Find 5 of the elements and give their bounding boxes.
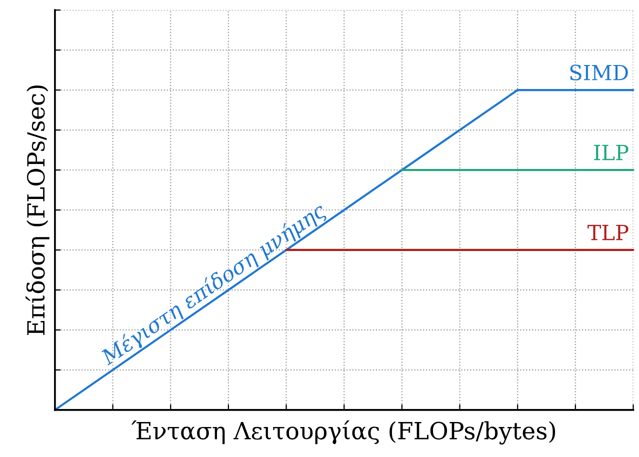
series-label: ILP	[594, 144, 628, 160]
y-axis-title: Επίδοση (FLOPs/sec)	[26, 86, 50, 336]
series-label: TLP	[588, 224, 628, 240]
series-label: SIMD	[570, 64, 628, 80]
x-axis-title: Ένταση Λειτουργίας (FLOPs/bytes)	[131, 420, 556, 444]
